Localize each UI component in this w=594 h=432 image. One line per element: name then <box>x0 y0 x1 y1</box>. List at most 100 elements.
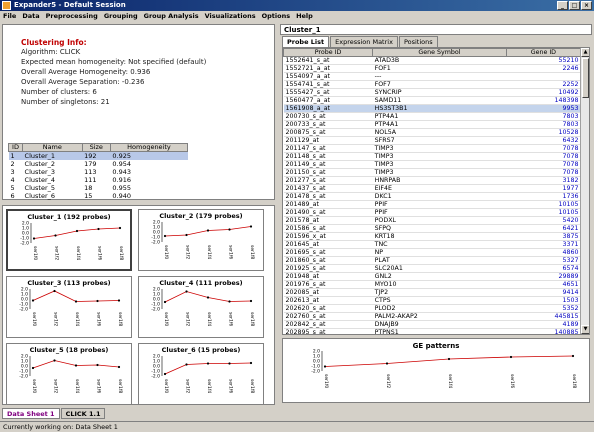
probe-row[interactable]: 201596_x_at KRT18 3875 <box>283 232 581 241</box>
scroll-thumb[interactable] <box>582 58 589 98</box>
probe-row[interactable]: 201150_s_at TIMP3 7078 <box>283 168 581 177</box>
col-id[interactable]: ID <box>7 143 24 152</box>
cluster-summary-row[interactable]: 6 Cluster_6 15 0.940 <box>9 192 188 200</box>
probe-row[interactable]: 201925_s_at SLC20A1 6574 <box>283 264 581 273</box>
probe-row[interactable]: 201645_at TNC 3371 <box>283 240 581 249</box>
cluster-plot-point <box>31 366 35 370</box>
cluster-plot-x-tick: ser1f2 <box>54 246 60 260</box>
menu-help[interactable]: Help <box>296 12 313 20</box>
tab-click-1-1[interactable]: CLICK 1.1 <box>60 408 106 419</box>
cluster-summary-row[interactable]: 5 Cluster_5 18 0.955 <box>9 184 188 192</box>
col-probe-id[interactable]: Probe ID <box>283 48 374 57</box>
main-splitter[interactable] <box>276 24 280 405</box>
tab-data-sheet-1[interactable]: Data Sheet 1 <box>2 408 60 419</box>
ge-patterns-title: GE patterns <box>412 342 460 350</box>
probe-row[interactable]: 201860_s_at PLAT 5327 <box>283 256 581 265</box>
probe-row[interactable]: 201490_s_at PPIF 10105 <box>283 208 581 217</box>
menu-data[interactable]: Data <box>22 12 40 20</box>
probe-row[interactable]: 201148_s_at TIMP3 7078 <box>283 152 581 161</box>
probe-row[interactable]: 1560477_a_at SAMD11 148398 <box>283 96 581 105</box>
cluster-plot-4[interactable]: Cluster_4 (111 probes) 2.0 1.0 0.0 -1.0 -2.0 s… <box>138 276 264 338</box>
probe-row[interactable]: 200875_s_at NOL5A 10528 <box>283 128 581 137</box>
probe-row[interactable]: 201149_s_at TIMP3 7078 <box>283 160 581 169</box>
cluster-summary-row[interactable]: 4 Cluster_4 111 0.916 <box>9 176 188 184</box>
gene-id-cell: 3371 <box>506 240 581 249</box>
col-size[interactable]: Size <box>81 143 111 152</box>
menu-group-analysis[interactable]: Group Analysis <box>143 12 199 20</box>
cluster-summary-row[interactable]: 1 Cluster_1 192 0.925 <box>8 151 188 160</box>
cluster-plot-1[interactable]: Cluster_1 (192 probes) 2.0 1.0 0.0 -1.0 -2.0 s… <box>6 209 132 271</box>
cluster-summary-row[interactable]: 3 Cluster_3 113 0.943 <box>9 168 188 176</box>
ge-patterns-point <box>509 355 513 359</box>
gene-id-cell: 6432 <box>506 136 581 145</box>
probe-row[interactable]: 1552641_s_at ATAD3B 55210 <box>283 56 581 65</box>
cluster-plot-2[interactable]: Cluster_2 (179 probes) 2.0 1.0 0.0 -1.0 -2.0 s… <box>138 209 264 271</box>
summary-cell: 0.940 <box>112 192 132 200</box>
probe-row[interactable]: 202760_s_at PALM2-AKAP2 445815 <box>283 312 581 321</box>
maximize-button[interactable]: □ <box>569 1 580 10</box>
left-splitter[interactable] <box>2 201 275 205</box>
cluster-plot-x-tick: ser1f6 <box>228 379 234 393</box>
probe-row[interactable]: 201948_at GNL2 29889 <box>283 272 581 281</box>
probe-row[interactable]: 201129_at SFRS7 6432 <box>283 136 581 145</box>
probe-row[interactable]: 201478_s_at DKC1 1736 <box>283 192 581 201</box>
probe-row[interactable]: 1552721_a_at FOF1 2246 <box>283 64 581 73</box>
probe-id-cell: 201578_at <box>283 216 373 225</box>
menu-options[interactable]: Options <box>261 12 291 20</box>
cluster-plot-x-tick: ser1f0 <box>163 245 169 259</box>
probe-row[interactable]: 201586_s_at SFPQ 6421 <box>283 224 581 233</box>
cluster-plot-x-tick: ser1f4 <box>74 312 80 326</box>
ge-patterns-series-line <box>324 355 574 367</box>
probe-row[interactable]: 1554097_a_at --- <box>283 72 581 81</box>
col-gene-symbol[interactable]: Gene Symbol <box>372 48 507 57</box>
info-num-singletons: Number of singletons: 21 <box>21 98 110 106</box>
scroll-up-icon[interactable]: ▲ <box>581 48 589 57</box>
probe-list-scrollbar[interactable]: ▲ ▼ <box>580 48 589 334</box>
summary-cell: 0.954 <box>112 160 132 168</box>
probe-row[interactable]: 201489_at PPIF 10105 <box>283 200 581 209</box>
menu-preprocessing[interactable]: Preprocessing <box>45 12 98 20</box>
summary-cell: 192 <box>82 151 111 160</box>
menu-grouping[interactable]: Grouping <box>103 12 138 20</box>
probe-row[interactable]: 202620_s_at PLOD2 5352 <box>283 304 581 313</box>
close-button[interactable]: × <box>581 1 592 10</box>
cluster-plot-5[interactable]: Cluster_5 (18 probes) 2.0 1.0 0.0 -1.0 -2.0 se… <box>6 343 132 405</box>
probe-row[interactable]: 202842_s_at DNAJB9 4189 <box>283 320 581 329</box>
probe-row[interactable]: 202895_s_at PTPNS1 140885 <box>283 328 581 334</box>
cluster-plot-3[interactable]: Cluster_3 (113 probes) 2.0 1.0 0.0 -1.0 -2.0 s… <box>6 276 132 338</box>
probe-row[interactable]: 201147_s_at TIMP3 7078 <box>283 144 581 153</box>
probe-row[interactable]: 201437_s_at EIF4E 1977 <box>283 184 581 193</box>
col-name[interactable]: Name <box>22 143 83 152</box>
probe-row[interactable]: 201277_s_at HNRPAB 3182 <box>283 176 581 185</box>
cluster-plot-x-tick: ser1f2 <box>185 379 191 393</box>
minimize-button[interactable]: _ <box>557 1 568 10</box>
cluster-plot-6[interactable]: Cluster_6 (15 probes) 2.0 1.0 0.0 -1.0 -2.0 se… <box>138 343 264 405</box>
menu-file[interactable]: File <box>3 12 17 20</box>
ge-patterns-point <box>447 357 451 361</box>
scroll-down-icon[interactable]: ▼ <box>581 325 589 334</box>
probe-row[interactable]: 202613_at CTPS 1503 <box>283 296 581 305</box>
probe-row[interactable]: 201695_s_at NP 4860 <box>283 248 581 257</box>
cluster-summary-row[interactable]: 2 Cluster_2 179 0.954 <box>9 160 188 168</box>
tab-positions[interactable]: Positions <box>398 36 438 47</box>
gene-id-cell: 6421 <box>506 224 581 233</box>
col-homogeneity[interactable]: Homogeneity <box>109 143 189 152</box>
gene-symbol-cell: SYNCRIP <box>372 88 507 97</box>
probe-row[interactable]: 202085_at TJP2 9414 <box>283 288 581 297</box>
probe-row[interactable]: 1555427_s_at SYNCRIP 10492 <box>283 88 581 97</box>
gene-symbol-cell: MYO10 <box>372 280 507 289</box>
probe-row[interactable]: 201578_at PODXL 5420 <box>283 216 581 225</box>
col-gene-id[interactable]: Gene ID <box>505 48 582 57</box>
probe-row[interactable]: 1554741_s_at FOF7 2252 <box>283 80 581 89</box>
cluster-plot-point <box>97 227 100 231</box>
probe-row[interactable]: 201976_s_at MYO10 4651 <box>283 280 581 289</box>
probe-row[interactable]: 200730_s_at PTP4A1 7803 <box>283 112 581 121</box>
menu-visualizations[interactable]: Visualizations <box>204 12 256 20</box>
gene-id-cell: 3875 <box>506 232 581 241</box>
probe-row[interactable]: 1561908_a_at HS3ST3B1 9953 <box>283 104 581 113</box>
probe-row[interactable]: 200733_s_at PTP4A1 7803 <box>283 120 581 129</box>
tab-probe-list[interactable]: Probe List <box>282 36 330 47</box>
cluster-plot-x-tick: ser1f6 <box>228 312 234 326</box>
tab-expression-matrix[interactable]: Expression Matrix <box>330 36 398 47</box>
gene-symbol-cell: TIMP3 <box>372 152 507 161</box>
